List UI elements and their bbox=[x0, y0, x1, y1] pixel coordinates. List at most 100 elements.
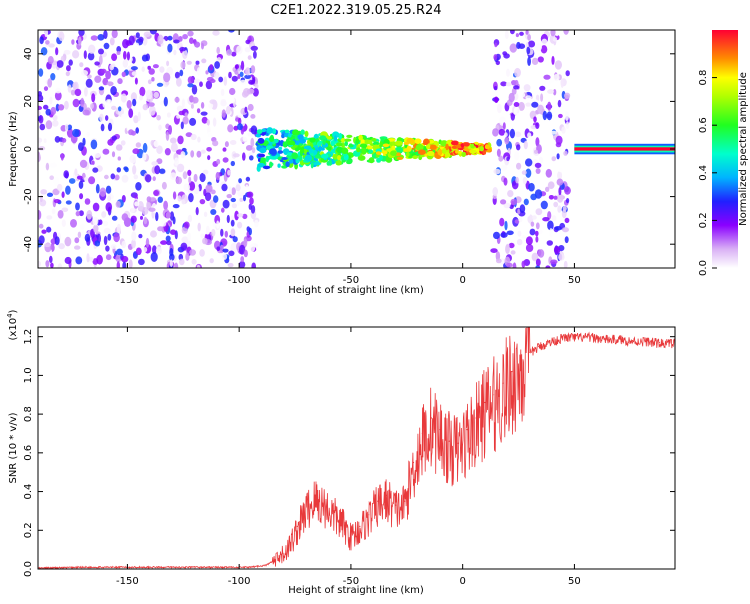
heatmap-cell bbox=[175, 176, 183, 185]
heatmap-cell bbox=[96, 249, 102, 255]
heatmap-cell bbox=[124, 167, 129, 173]
colorbar-ticks: 0.0 0.2 0.4 0.6 0.8 bbox=[698, 70, 717, 276]
heatmap-cell bbox=[115, 254, 122, 263]
heatmap-cell bbox=[92, 202, 100, 212]
heatmap-cell bbox=[498, 155, 504, 162]
heatmap-cell bbox=[189, 117, 197, 126]
snr-scale-close: ) bbox=[8, 309, 19, 313]
heatmap-cell bbox=[156, 114, 161, 121]
heatmap-cell bbox=[97, 34, 105, 41]
heatmap-cell bbox=[149, 30, 157, 35]
heatmap-cell bbox=[176, 77, 182, 87]
heatmap-cell bbox=[187, 30, 194, 37]
heatmap-cell bbox=[67, 84, 72, 93]
heatmap-cell bbox=[209, 99, 217, 104]
colorbar-tick-label: 0.4 bbox=[698, 165, 709, 181]
snr-point bbox=[386, 494, 388, 496]
heatmap-cell bbox=[535, 258, 541, 267]
heatmap-cell bbox=[233, 125, 239, 131]
y-tick-label: 0.0 bbox=[23, 561, 34, 577]
heatmap-cell bbox=[230, 242, 238, 253]
heatmap-cell bbox=[205, 80, 213, 90]
heatmap-cell bbox=[56, 60, 64, 68]
heatmap-cell bbox=[94, 75, 102, 83]
heatmap-cell bbox=[130, 66, 138, 71]
heatmap-cell bbox=[169, 172, 177, 181]
x-tick-label: 0 bbox=[459, 576, 465, 587]
heatmap-cell bbox=[130, 215, 137, 223]
heatmap-cell bbox=[53, 199, 61, 204]
heatmap-cell bbox=[150, 140, 155, 146]
snr-point bbox=[287, 545, 289, 547]
heatmap-cell bbox=[499, 217, 505, 227]
heatmap-cell bbox=[512, 262, 517, 268]
heatmap-cell bbox=[498, 128, 506, 136]
heatmap-cell bbox=[207, 155, 211, 161]
heatmap-cell bbox=[222, 157, 229, 163]
heatmap-cell bbox=[199, 249, 205, 257]
heatmap-cell bbox=[93, 153, 101, 158]
heatmap-cell bbox=[206, 147, 212, 152]
heatmap-cell bbox=[159, 66, 165, 73]
heatmap-cell bbox=[226, 214, 230, 224]
heatmap-cell bbox=[103, 30, 108, 39]
heatmap-cell bbox=[216, 220, 220, 229]
heatmap-cell bbox=[151, 77, 155, 82]
heatmap-cell bbox=[57, 263, 63, 268]
heatmap-cell bbox=[550, 259, 558, 265]
heatmap-cell bbox=[181, 98, 185, 108]
heatmap-cell bbox=[197, 222, 201, 232]
snr-point bbox=[359, 525, 361, 528]
heatmap-cell bbox=[221, 253, 228, 260]
heatmap-cell bbox=[78, 210, 84, 217]
heatmap-cell bbox=[54, 136, 61, 143]
heatmap-cell bbox=[38, 110, 41, 117]
heatmap-cell bbox=[239, 71, 244, 78]
heatmap-cell bbox=[493, 86, 498, 91]
heatmap-cell bbox=[133, 42, 140, 47]
heatmap-cell bbox=[131, 71, 137, 76]
heatmap-cell bbox=[75, 211, 81, 217]
heatmap-cell bbox=[78, 36, 82, 46]
heatmap-cell bbox=[38, 152, 41, 162]
heatmap-cell bbox=[556, 178, 564, 186]
heatmap-cell bbox=[201, 42, 204, 50]
heatmap-cell bbox=[245, 145, 253, 151]
heatmap-cell bbox=[111, 105, 117, 110]
heatmap-region-line bbox=[574, 143, 675, 155]
heatmap-cell bbox=[511, 34, 516, 43]
heatmap-cell bbox=[43, 138, 47, 143]
heatmap-cell bbox=[47, 78, 53, 88]
heatmap-cell bbox=[547, 211, 552, 220]
heatmap-cell bbox=[515, 131, 522, 138]
heatmap-cell bbox=[107, 99, 112, 108]
heatmap-cell bbox=[565, 121, 570, 130]
heatmap-cell bbox=[237, 123, 243, 131]
heatmap-cell bbox=[504, 220, 508, 231]
heatmap-cell bbox=[553, 74, 560, 82]
heatmap-cell bbox=[236, 200, 240, 207]
heatmap-cell bbox=[229, 140, 237, 145]
heatmap-cell bbox=[181, 199, 186, 205]
heatmap-cell bbox=[493, 168, 501, 175]
heatmap-cell bbox=[135, 247, 142, 256]
heatmap-cell bbox=[253, 50, 257, 59]
heatmap-cell bbox=[282, 141, 288, 148]
x-tick-label: -50 bbox=[343, 576, 359, 587]
heatmap-cell bbox=[163, 72, 171, 83]
heatmap-cell bbox=[38, 115, 44, 124]
heatmap-cell bbox=[244, 47, 251, 53]
heatmap-cell bbox=[515, 33, 520, 38]
heatmap-cell bbox=[429, 144, 437, 150]
heatmap-cell bbox=[531, 57, 539, 65]
heatmap-cell bbox=[128, 259, 133, 268]
snr-point bbox=[493, 394, 495, 396]
heatmap-cell bbox=[58, 243, 65, 250]
snr-point bbox=[368, 514, 370, 516]
heatmap-cell bbox=[250, 45, 258, 51]
heatmap-cell bbox=[269, 140, 273, 146]
heatmap-cell bbox=[39, 36, 44, 45]
heatmap-cell bbox=[538, 156, 544, 164]
heatmap-cell bbox=[138, 258, 145, 266]
heatmap-cell bbox=[281, 165, 288, 169]
